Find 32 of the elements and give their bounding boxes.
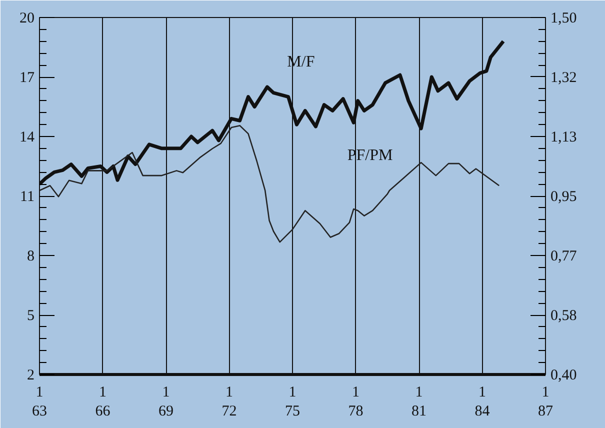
y2-tick-label: 1,32 <box>550 70 577 86</box>
text: 1 <box>99 384 106 400</box>
x-tick-label: 75 <box>285 404 300 420</box>
x-tick-label: 87 <box>538 404 554 420</box>
y2-tick-label: 1,13 <box>550 130 577 146</box>
y-tick-label: 20 <box>20 10 34 26</box>
text: 1 <box>352 384 360 400</box>
text: 1 <box>288 384 296 400</box>
y-tick-label: 8 <box>27 248 34 264</box>
y-tick-label: 14 <box>20 130 35 146</box>
x-tick-label: 72 <box>222 404 237 420</box>
x-tick-label: 66 <box>95 404 111 420</box>
y-tick-label: 5 <box>27 308 34 324</box>
text: 1 <box>36 384 44 400</box>
text: 1 <box>478 384 486 400</box>
y-tick-label: 11 <box>20 189 35 205</box>
x-tick-label: 84 <box>474 404 490 420</box>
y2-tick-label: 0,95 <box>550 189 577 205</box>
text: 1 <box>162 384 170 400</box>
x-tick-label: 69 <box>158 404 174 420</box>
y-tick-label: 17 <box>20 70 35 86</box>
y2-tick-label: 0,58 <box>550 308 577 324</box>
y2-tick-label: 1,50 <box>550 10 577 26</box>
y2-tick-label: 0,77 <box>550 248 578 264</box>
text: 1 <box>415 384 423 400</box>
y2-tick-label: 0,40 <box>550 368 577 384</box>
x-tick-label: 63 <box>32 404 47 420</box>
x-tick-label: 78 <box>348 404 364 420</box>
text: 1 <box>542 384 550 400</box>
text: 1 <box>226 384 233 400</box>
x-tick-label: 81 <box>412 404 426 420</box>
y-tick-label: 2 <box>27 368 34 384</box>
